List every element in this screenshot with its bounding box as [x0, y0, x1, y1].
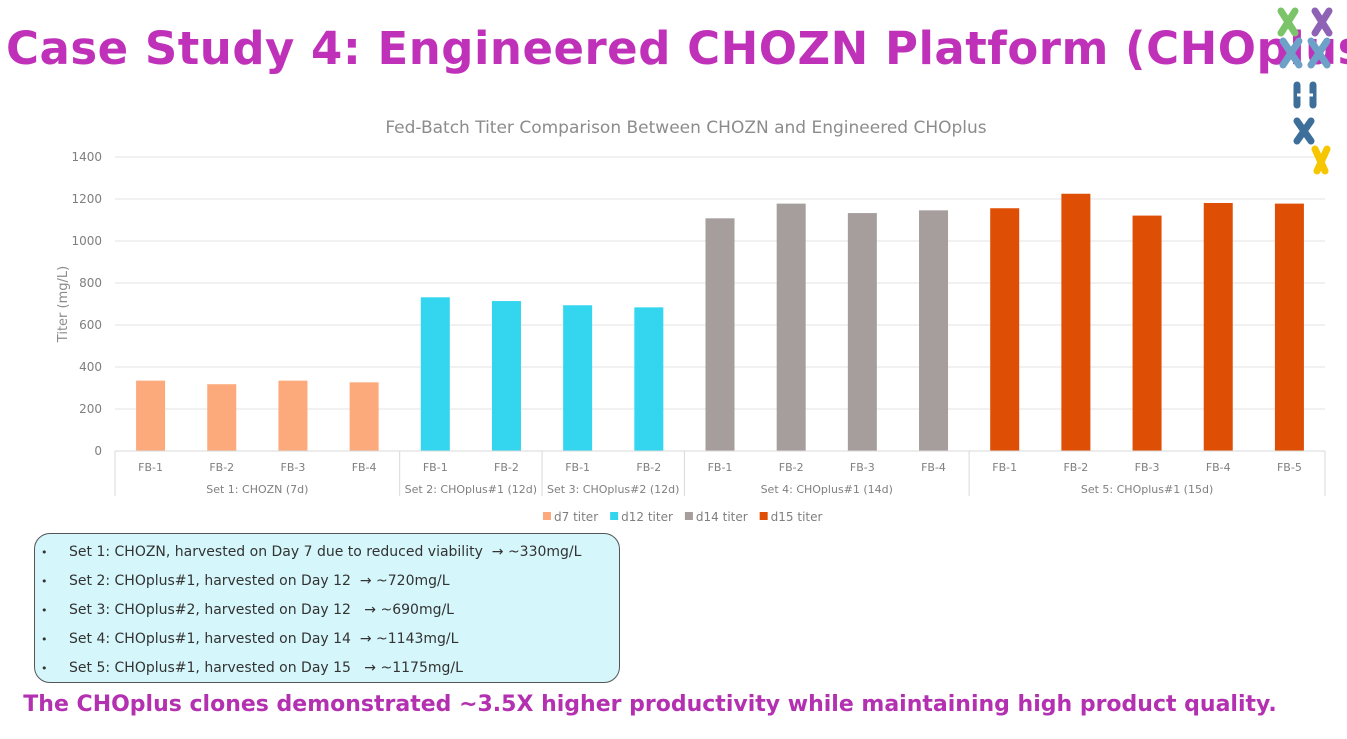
- summary-text: Set 3: CHOplus#2, harvested on Day 12 → …: [69, 602, 454, 618]
- bullet-icon: •: [41, 604, 48, 617]
- legend-swatch: [759, 512, 768, 520]
- y-tick-label: 400: [79, 360, 102, 374]
- summary-text: Set 5: CHOplus#1, harvested on Day 15 → …: [69, 660, 463, 676]
- bar: [420, 297, 450, 451]
- bar: [563, 305, 593, 451]
- bar: [1203, 202, 1233, 451]
- y-tick-label: 600: [79, 318, 102, 332]
- bar: [349, 382, 379, 451]
- bullet-icon: •: [41, 633, 48, 646]
- summary-box: • Set 1: CHOZN, harvested on Day 7 due to…: [34, 533, 620, 683]
- bar: [136, 380, 166, 451]
- legend-swatch: [684, 512, 693, 520]
- x-tick-label: FB-4: [352, 461, 377, 474]
- x-group-label: Set 1: CHOZN (7d): [206, 483, 308, 496]
- legend-label: d7 titer: [554, 510, 598, 524]
- x-tick-label: FB-4: [1206, 461, 1231, 474]
- legend-label: d12 titer: [621, 510, 673, 524]
- x-group-label: Set 5: CHOplus#1 (15d): [1081, 483, 1213, 496]
- x-tick-label: FB-3: [1135, 461, 1160, 474]
- bar: [1274, 203, 1304, 451]
- summary-text: Set 2: CHOplus#1, harvested on Day 12 → …: [69, 573, 450, 589]
- bar: [919, 210, 949, 451]
- x-tick-label: FB-1: [708, 461, 733, 474]
- x-group-label: Set 2: CHOplus#1 (12d): [405, 483, 537, 496]
- y-axis-label: Titer (mg/L): [56, 266, 71, 343]
- summary-text: Set 1: CHOZN, harvested on Day 7 due to …: [69, 544, 582, 560]
- y-tick-label: 1400: [71, 150, 102, 164]
- y-tick-label: 800: [79, 276, 102, 290]
- bar: [705, 218, 735, 451]
- x-tick-label: FB-4: [921, 461, 946, 474]
- summary-item: • Set 3: CHOplus#2, harvested on Day 12 →…: [41, 596, 619, 625]
- x-tick-label: FB-2: [779, 461, 804, 474]
- legend-label: d15 titer: [771, 510, 823, 524]
- slide-title: Case Study 4: Engineered CHOZN Platform …: [6, 22, 1347, 75]
- bar: [207, 384, 237, 451]
- chart-title: Fed-Batch Titer Comparison Between CHOZN…: [385, 118, 986, 138]
- x-tick-label: FB-1: [423, 461, 448, 474]
- x-tick-label: FB-2: [636, 461, 661, 474]
- x-tick-label: FB-2: [209, 461, 234, 474]
- bar: [990, 208, 1020, 451]
- legend-swatch: [543, 512, 551, 520]
- y-tick-label: 0: [94, 444, 102, 458]
- bar: [847, 213, 877, 451]
- conclusion-text: The CHOplus clones demonstrated ~3.5X hi…: [23, 692, 1277, 717]
- y-tick-label: 1000: [71, 234, 102, 248]
- bar: [278, 380, 308, 451]
- antibody-logo-icon: [1277, 7, 1333, 175]
- bullet-icon: •: [41, 546, 48, 559]
- x-tick-label: FB-3: [850, 461, 875, 474]
- summary-item: • Set 2: CHOplus#1, harvested on Day 12 →…: [41, 567, 619, 596]
- x-tick-label: FB-5: [1277, 461, 1302, 474]
- x-tick-label: FB-1: [138, 461, 163, 474]
- summary-item: • Set 1: CHOZN, harvested on Day 7 due to…: [41, 538, 619, 567]
- x-tick-label: FB-2: [1063, 461, 1088, 474]
- x-tick-label: FB-2: [494, 461, 519, 474]
- x-tick-label: FB-3: [281, 461, 306, 474]
- x-group-label: Set 4: CHOplus#1 (14d): [761, 483, 893, 496]
- bullet-icon: •: [41, 575, 48, 588]
- legend-label: d14 titer: [696, 510, 748, 524]
- x-tick-label: FB-1: [992, 461, 1017, 474]
- summary-text: Set 4: CHOplus#1, harvested on Day 14 → …: [69, 631, 459, 647]
- x-tick-label: FB-1: [565, 461, 590, 474]
- summary-item: • Set 4: CHOplus#1, harvested on Day 14 →…: [41, 625, 619, 654]
- bar: [1132, 215, 1162, 451]
- y-tick-label: 200: [79, 402, 102, 416]
- x-group-label: Set 3: CHOplus#2 (12d): [547, 483, 679, 496]
- bar: [634, 307, 664, 451]
- bullet-icon: •: [41, 662, 48, 675]
- bar: [776, 203, 806, 451]
- titer-bar-chart: Fed-Batch Titer Comparison Between CHOZN…: [56, 118, 1326, 524]
- bar: [491, 301, 521, 451]
- bar: [1061, 193, 1091, 451]
- summary-item: • Set 5: CHOplus#1, harvested on Day 15 →…: [41, 654, 619, 683]
- y-tick-label: 1200: [71, 192, 102, 206]
- legend-swatch: [610, 512, 619, 520]
